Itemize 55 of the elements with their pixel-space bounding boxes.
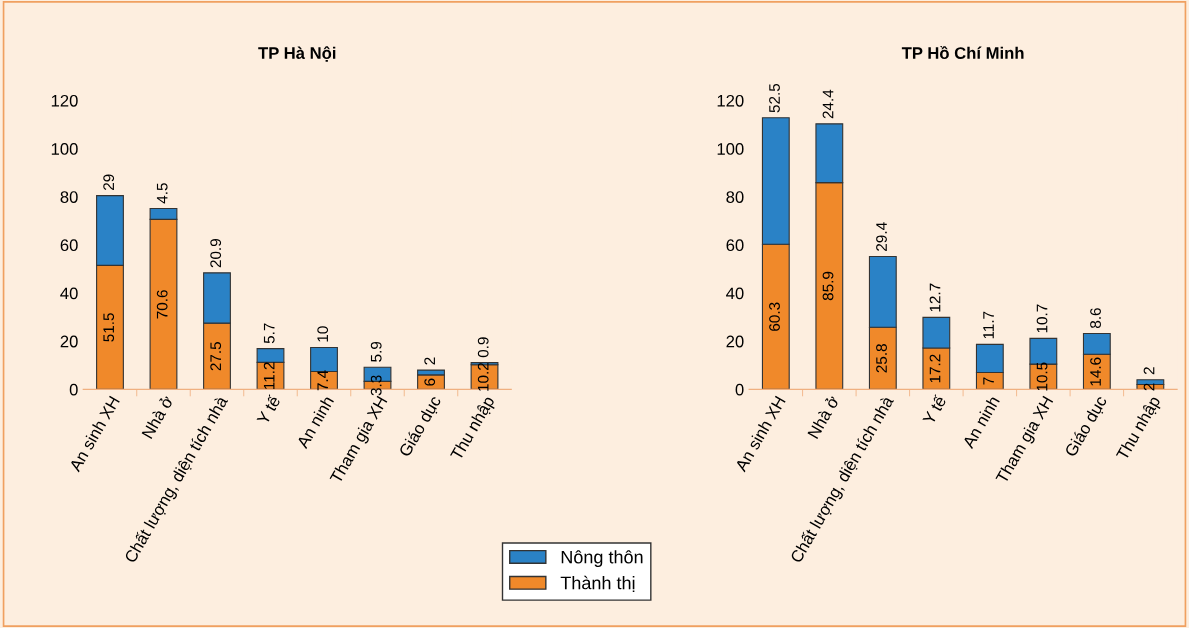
data-label: 7 bbox=[983, 377, 994, 385]
data-label: 11.2 bbox=[263, 362, 275, 390]
data-label: 51.5 bbox=[103, 313, 115, 342]
data-label: 3.3 bbox=[370, 375, 382, 396]
y-tick-label: 80 bbox=[60, 191, 78, 203]
y-tick-label: 0 bbox=[735, 383, 744, 396]
y-tick-label: 40 bbox=[60, 287, 78, 300]
x-tick-label: Y tế bbox=[255, 394, 281, 426]
data-label: 17.2 bbox=[929, 354, 941, 383]
data-label: 10.5 bbox=[1036, 362, 1048, 391]
data-label: 25.8 bbox=[876, 344, 887, 373]
legend-label: Nông thôn bbox=[561, 550, 643, 568]
y-tick-label: 80 bbox=[726, 191, 744, 203]
data-label: 6 bbox=[424, 378, 436, 386]
data-label: 29.4 bbox=[876, 222, 887, 251]
data-label: 14.6 bbox=[1090, 357, 1101, 386]
data-label: 70.6 bbox=[156, 290, 168, 319]
y-tick-label: 120 bbox=[51, 94, 78, 107]
chart-title: TP Hồ Chí Minh bbox=[901, 46, 1024, 59]
data-label: 10.2 bbox=[477, 362, 489, 391]
data-label: 2 bbox=[1143, 367, 1155, 375]
data-label: 10.7 bbox=[1036, 304, 1048, 333]
data-label: 10 bbox=[317, 326, 329, 342]
y-tick-label: 20 bbox=[60, 335, 78, 348]
data-label: 0.9 bbox=[477, 337, 489, 358]
y-tick-label: 100 bbox=[51, 143, 78, 155]
x-tick-label: Y tế bbox=[921, 394, 947, 426]
data-label: 85.9 bbox=[822, 271, 834, 301]
data-label: 29 bbox=[103, 174, 115, 190]
bar bbox=[470, 364, 499, 390]
data-label: 5.9 bbox=[370, 341, 382, 362]
x-tick-label: Nhà ở bbox=[140, 394, 174, 440]
data-label: 60.3 bbox=[769, 302, 780, 331]
data-label: 4.5 bbox=[156, 183, 168, 204]
y-tick-label: 60 bbox=[60, 239, 78, 252]
y-tick-label: 40 bbox=[726, 287, 744, 300]
data-label: 7.4 bbox=[317, 370, 328, 391]
data-label: 12.7 bbox=[929, 283, 941, 312]
y-tick-label: 20 bbox=[726, 335, 744, 348]
data-label: 27.5 bbox=[210, 342, 222, 371]
data-label: 2 bbox=[424, 357, 435, 365]
data-label: 11.7 bbox=[983, 311, 994, 339]
y-tick-label: 100 bbox=[717, 143, 744, 155]
legend-label: Thành thị bbox=[560, 575, 635, 592]
chart-title: TP Hà Nội bbox=[258, 46, 336, 62]
data-label: 8.6 bbox=[1090, 308, 1101, 329]
y-tick-label: 0 bbox=[69, 383, 78, 396]
data-label: 5.7 bbox=[263, 323, 275, 344]
y-tick-label: 60 bbox=[726, 239, 744, 252]
y-tick-label: 120 bbox=[717, 94, 744, 107]
data-label: 2 bbox=[1143, 383, 1155, 391]
data-label: 20.9 bbox=[210, 239, 222, 268]
x-tick-label: Nhà ở bbox=[806, 394, 840, 440]
data-label: 24.4 bbox=[822, 89, 834, 119]
data-label: 52.5 bbox=[769, 83, 780, 113]
